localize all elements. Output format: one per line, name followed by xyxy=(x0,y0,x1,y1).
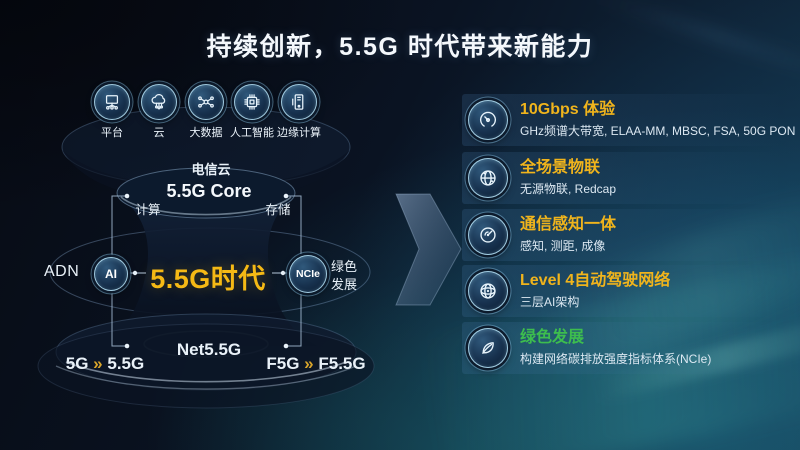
capability-item: 全场景物联 无源物联, Redcap xyxy=(462,152,800,204)
evolution-from: F5G xyxy=(266,354,300,373)
capability-desc: 感知, 测距, 成像 xyxy=(520,239,606,254)
edge-computing-icon xyxy=(281,84,317,120)
ai-badge: AI xyxy=(94,257,128,291)
big-data-icon xyxy=(188,84,224,120)
evolution-from: 5G xyxy=(65,354,89,373)
green-line2: 发展 xyxy=(331,276,358,292)
green-line1: 绿色 xyxy=(331,259,358,274)
platform-node-label: 人工智能 xyxy=(230,127,274,139)
evolution-to: F5.5G xyxy=(318,354,366,373)
platform-icon xyxy=(94,84,130,120)
platform-node: 平台 xyxy=(80,84,144,140)
platform-node-label: 平台 xyxy=(101,127,123,139)
capability-desc: 三层AI架构 xyxy=(520,295,580,310)
cloud-icon xyxy=(141,84,177,120)
leaf-icon xyxy=(468,328,508,368)
capability-title: 通信感知一体 xyxy=(520,215,617,233)
era-label: 5.5G时代 xyxy=(150,264,266,294)
flow-arrow xyxy=(395,193,462,306)
capability-title: 10Gbps 体验 xyxy=(520,100,616,118)
ai-chip-icon xyxy=(234,84,270,120)
platform-node: 云 xyxy=(127,84,191,140)
capability-title: Level 4自动驾驶网络 xyxy=(520,271,671,289)
net55g-label: Net5.5G xyxy=(176,340,242,359)
platform-node: 边缘计算 xyxy=(267,84,331,140)
platform-node: 大数据 xyxy=(174,84,238,140)
platform-node-label: 云 xyxy=(153,127,165,139)
evolution-right: F5G » F5.5G xyxy=(255,354,377,374)
platform-node-label: 边缘计算 xyxy=(277,127,321,139)
storage-label: 存储 xyxy=(265,203,291,217)
capability-desc: GHz频谱大带宽, ELAA-MM, MBSC, FSA, 50G PON … xyxy=(520,124,800,139)
capability-title: 全场景物联 xyxy=(520,158,601,176)
capability-desc: 构建网络碳排放强度指标体系(NCIe) xyxy=(520,352,712,367)
capability-item: Level 4自动驾驶网络 三层AI架构 xyxy=(462,265,800,317)
evolution-arrow-icon: » xyxy=(304,354,314,373)
platform-node: 人工智能 xyxy=(220,84,284,140)
page-title: 持续创新，5.5G 时代带来新能力 xyxy=(206,33,594,61)
ncie-badge: NCIe xyxy=(289,255,327,293)
capability-item: 绿色发展 构建网络碳排放强度指标体系(NCIe) xyxy=(462,322,800,374)
core-label: 5.5G Core xyxy=(166,181,252,201)
evolution-left: 5G » 5.5G xyxy=(52,354,158,374)
iot-globe-icon xyxy=(468,158,508,198)
evolution-to: 5.5G xyxy=(107,354,145,373)
capability-item: 10Gbps 体验 GHz频谱大带宽, ELAA-MM, MBSC, FSA, … xyxy=(462,94,800,146)
capability-title: 绿色发展 xyxy=(520,328,585,346)
speedometer-icon xyxy=(468,100,508,140)
ai-network-icon xyxy=(468,271,508,311)
capability-desc: 无源物联, Redcap xyxy=(520,182,617,197)
platform-node-label: 大数据 xyxy=(189,127,223,139)
adn-label: ADN xyxy=(44,263,80,280)
telecom-cloud-label: 电信云 xyxy=(191,162,231,177)
capability-item: 通信感知一体 感知, 测距, 成像 xyxy=(462,209,800,261)
evolution-arrow-icon: » xyxy=(93,354,103,373)
green-development-label: 绿色 发展 xyxy=(331,258,379,293)
radar-icon xyxy=(468,215,508,255)
compute-label: 计算 xyxy=(135,203,161,217)
